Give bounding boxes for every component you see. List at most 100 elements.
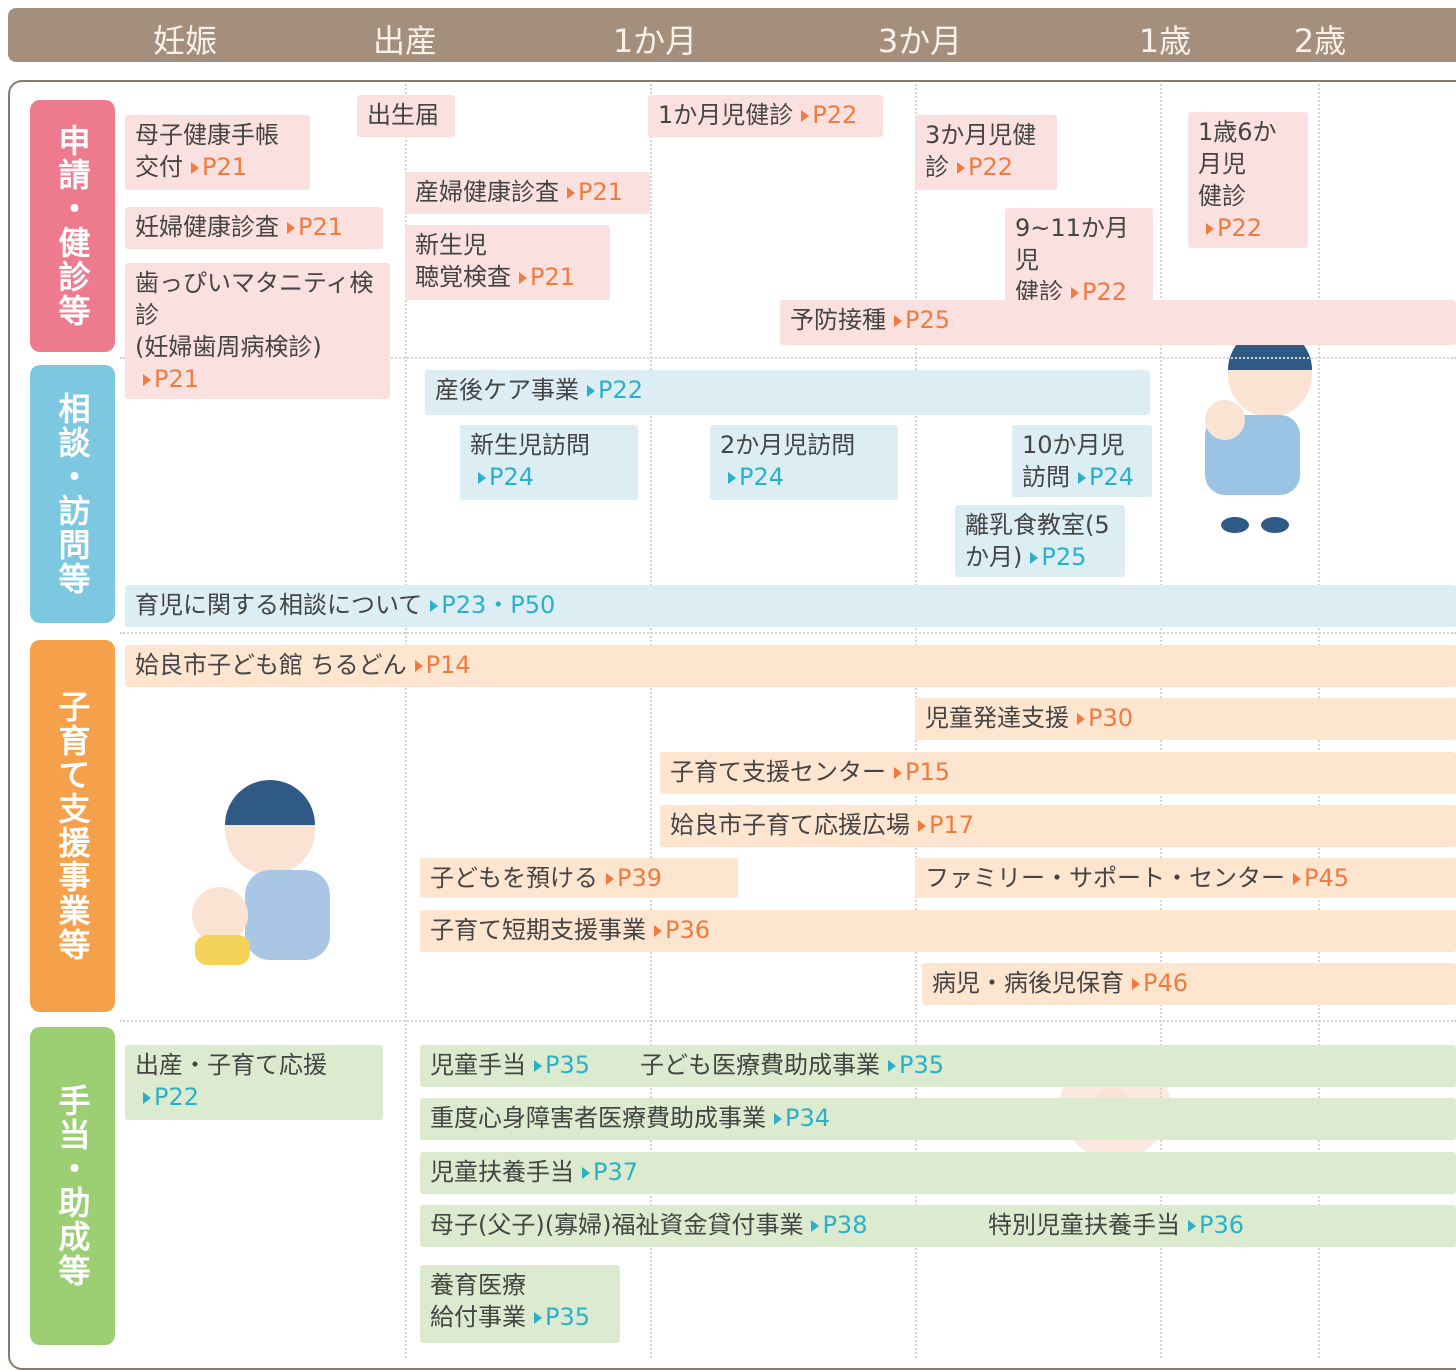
item-text: 出産・子育て応援 — [135, 1051, 327, 1079]
ref-arrow — [1077, 713, 1085, 725]
page-ref-text: P35 — [899, 1051, 945, 1079]
item-text: 10か月児訪問 — [1022, 431, 1125, 491]
item-text: 養育医療 給付事業 — [430, 1271, 526, 1331]
page-ref-text: P21 — [530, 263, 576, 291]
page-ref-text: P36 — [665, 916, 711, 944]
page-ref-text: P37 — [593, 1158, 639, 1186]
item-text: 重度心身障害者医療費助成事業 — [430, 1104, 766, 1132]
service-item: 歯っぴいマタニティ検診 (妊婦歯周病検診) P21 — [125, 263, 390, 399]
page-ref-text: P25 — [905, 306, 951, 334]
item-text: 離乳食教室(5か月) — [965, 511, 1110, 571]
item-text: 産後ケア事業 — [435, 376, 579, 404]
item-text: 子どもを預ける — [430, 864, 598, 892]
column-label: 出産 — [372, 22, 438, 60]
page-ref: P17 — [918, 809, 974, 841]
item-text: 3か月児健診 — [925, 121, 1037, 181]
item-text: 1か月児健診 — [658, 101, 794, 129]
ref-arrow — [414, 660, 423, 672]
page-ref: P37 — [582, 1156, 638, 1188]
page-ref-text: P36 — [1199, 1211, 1245, 1239]
section-label: 手当・助成等 — [30, 1027, 115, 1345]
service-item: ファミリー・サポート・センター P45 — [915, 858, 1456, 898]
ref-arrow — [894, 315, 902, 327]
service-item: 児童発達支援 P30 — [915, 698, 1456, 740]
item-text: 病児・病後児保育 — [932, 969, 1124, 997]
page-ref-text: P21 — [298, 213, 344, 241]
page-ref-text: P22 — [968, 153, 1014, 181]
ref-arrow — [1071, 287, 1079, 299]
ref-arrow — [587, 385, 595, 397]
item-text: 子ども医療費助成事業 — [640, 1051, 880, 1079]
item-text: 産婦健康診査 — [415, 178, 559, 206]
service-item: 養育医療 給付事業 P35 — [420, 1265, 620, 1343]
service-item: 母子(父子)(寡婦)福祉資金貸付事業 P38 — [420, 1205, 1456, 1247]
service-item: 特別児童扶養手当 P36 — [978, 1205, 1378, 1247]
ref-arrow — [1078, 472, 1086, 484]
section-label-text: 申請・健診等 — [53, 124, 92, 328]
ref-arrow — [1132, 978, 1140, 990]
page-ref-text: P24 — [739, 463, 785, 491]
page-ref: P21 — [191, 151, 247, 183]
ref-arrow — [606, 873, 614, 885]
column-label: 3か月 — [877, 22, 963, 60]
page-ref-text: P24 — [489, 463, 535, 491]
item-text: 2か月児訪問 — [720, 431, 856, 459]
ref-arrow — [1206, 223, 1214, 235]
section-label: 申請・健診等 — [30, 100, 115, 352]
item-text: 姶良市子育て応援広場 — [670, 811, 910, 839]
service-item: 出生届 — [357, 95, 455, 137]
page-ref: P39 — [606, 862, 662, 894]
service-item: 重度心身障害者医療費助成事業 P34 — [420, 1098, 1456, 1140]
ref-arrow — [534, 1060, 542, 1072]
page-ref: P25 — [894, 304, 950, 336]
page-ref-text: P39 — [617, 864, 663, 892]
service-item: 新生児 聴覚検査 P21 — [405, 225, 610, 300]
section-label-text: 相談・訪問等 — [53, 392, 92, 596]
separator — [120, 1020, 1456, 1022]
page-ref-text: P21 — [578, 178, 624, 206]
item-text: 新生児訪問 — [470, 431, 590, 459]
page-ref: P35 — [534, 1049, 590, 1081]
section-label-text: 子育て支援事業等 — [53, 690, 92, 962]
item-text: ファミリー・サポート・センター — [925, 864, 1285, 892]
section-label: 相談・訪問等 — [30, 365, 115, 623]
page-ref: P21 — [567, 176, 623, 208]
page-ref-text: P23・P50 — [441, 591, 556, 619]
item-text: 歯っぴいマタニティ検診 (妊婦歯周病検診) — [135, 269, 374, 361]
service-item: 出産・子育て応援 P22 — [125, 1045, 383, 1120]
item-text: 母子(父子)(寡婦)福祉資金貸付事業 — [430, 1211, 804, 1239]
item-text: 児童扶養手当 — [430, 1158, 574, 1186]
service-item: 子育て短期支援事業 P36 — [420, 910, 1456, 952]
service-item: 産婦健康診査 P21 — [405, 172, 650, 214]
column-label: 2歳 — [1293, 22, 1347, 60]
ref-arrow — [918, 820, 926, 832]
ref-arrow — [1030, 552, 1039, 564]
service-item: 子育て支援センター P15 — [660, 752, 1456, 794]
page-ref-text: P22 — [1217, 214, 1263, 242]
ref-arrow — [888, 1060, 896, 1072]
item-text: 子育て支援センター — [670, 758, 886, 786]
page-ref-text: P30 — [1088, 704, 1134, 732]
ref-arrow — [728, 472, 736, 484]
page-ref: P22 — [587, 374, 643, 406]
page-ref-text: P22 — [154, 1083, 200, 1111]
service-item: 2か月児訪問 P24 — [710, 425, 898, 500]
page-ref: P34 — [774, 1102, 830, 1134]
ref-arrow — [1293, 873, 1301, 885]
item-text: 児童発達支援 — [925, 704, 1069, 732]
item-text: 出生届 — [367, 101, 439, 129]
service-item: 新生児訪問 P24 — [460, 425, 638, 500]
service-item: 児童扶養手当 P37 — [420, 1152, 1456, 1194]
service-item: 離乳食教室(5か月) P25 — [955, 505, 1125, 577]
ref-arrow — [811, 1220, 820, 1232]
page-ref-text: P34 — [785, 1104, 831, 1132]
item-text: 子育て短期支援事業 — [430, 916, 646, 944]
service-item: 子どもを預ける P39 — [420, 858, 738, 898]
ref-arrow — [801, 110, 810, 122]
page-ref: P45 — [1293, 862, 1349, 894]
ref-arrow — [478, 472, 486, 484]
ref-arrow — [582, 1167, 590, 1179]
column-label: 1歳 — [1138, 22, 1192, 60]
service-item: 9~11か月児 健診 P22 — [1005, 208, 1153, 312]
page-ref: P24 — [728, 461, 784, 493]
